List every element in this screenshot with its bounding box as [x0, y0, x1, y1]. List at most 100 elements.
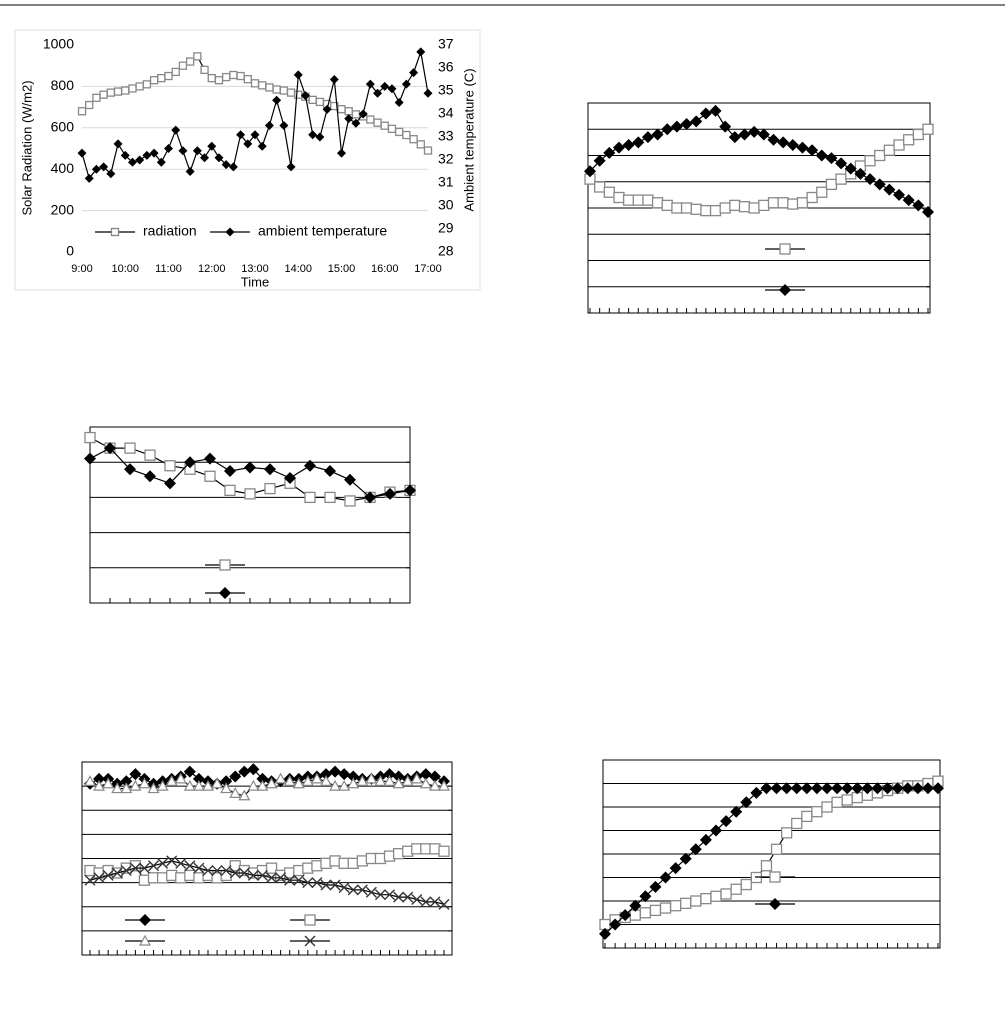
- plot-frame: [89, 426, 411, 604]
- marker-x: [338, 881, 350, 893]
- marker-triangle: [274, 772, 287, 784]
- marker-triangle: [301, 775, 314, 786]
- marker-square: [806, 191, 818, 204]
- y-axis-label: Solar Radiation (W/m2): [19, 80, 34, 215]
- marker-square: [193, 52, 202, 61]
- marker-diamond: [779, 284, 791, 296]
- marker-square: [416, 140, 425, 149]
- marker-diamond: [315, 132, 325, 142]
- marker-diamond: [392, 770, 405, 783]
- marker-x: [275, 872, 287, 884]
- marker-square: [207, 73, 216, 83]
- marker-diamond: [750, 786, 763, 799]
- marker-square: [222, 72, 231, 82]
- marker-triangle: [265, 777, 278, 789]
- marker-diamond: [921, 782, 934, 795]
- marker-square: [214, 76, 224, 85]
- marker-square: [709, 204, 722, 217]
- marker-diamond: [243, 139, 253, 149]
- marker-square: [767, 197, 780, 209]
- marker-square: [124, 442, 136, 454]
- marker-square: [200, 65, 209, 74]
- marker-square: [219, 559, 231, 571]
- marker-diamond: [219, 587, 231, 599]
- marker-diamond: [178, 146, 188, 156]
- marker-diamond: [144, 470, 156, 483]
- legend-label: radiation: [143, 223, 197, 239]
- marker-triangle: [419, 777, 432, 789]
- y2-tick-label: 34: [438, 105, 454, 121]
- marker-triangle: [192, 779, 205, 791]
- x-tick-label: 15:00: [328, 263, 356, 275]
- marker-square: [272, 85, 281, 94]
- marker-square: [690, 203, 702, 215]
- marker-diamond: [901, 782, 914, 795]
- marker-diamond: [883, 183, 896, 196]
- marker-triangle: [147, 782, 160, 794]
- marker-diamond: [183, 765, 196, 778]
- marker-triangle: [392, 777, 405, 789]
- marker-diamond: [864, 173, 877, 186]
- marker-square: [816, 186, 828, 198]
- x-tick-label: 9:00: [71, 263, 92, 275]
- marker-square: [236, 71, 245, 81]
- marker-diamond: [224, 465, 236, 477]
- marker-square: [825, 178, 838, 191]
- marker-diamond: [185, 167, 195, 176]
- marker-square: [796, 197, 809, 209]
- marker-square: [690, 895, 702, 907]
- marker-diamond: [835, 157, 848, 170]
- y-tick-label: 0: [66, 243, 74, 259]
- marker-square: [244, 488, 256, 500]
- marker-diamond: [220, 775, 233, 788]
- marker-diamond: [192, 772, 205, 785]
- marker-diamond: [777, 136, 790, 149]
- marker-diamond: [881, 782, 894, 795]
- y2-tick-label: 36: [438, 59, 454, 75]
- marker-diamond: [164, 144, 173, 153]
- marker-square: [135, 82, 144, 91]
- marker-square: [740, 878, 752, 891]
- marker-square: [835, 173, 847, 185]
- marker-diamond: [284, 472, 296, 485]
- marker-diamond: [358, 109, 368, 119]
- marker-diamond: [641, 131, 654, 144]
- marker-x: [202, 865, 214, 877]
- marker-square: [791, 817, 803, 830]
- marker-diamond: [786, 139, 799, 151]
- marker-x: [175, 857, 187, 869]
- marker-x: [193, 862, 205, 874]
- marker-x: [356, 884, 368, 896]
- marker-triangle: [211, 777, 224, 789]
- marker-x: [284, 874, 296, 886]
- marker-triangle: [174, 772, 187, 784]
- y-tick-label: 600: [51, 119, 75, 135]
- marker-square: [387, 124, 397, 133]
- marker-x: [111, 867, 123, 879]
- marker-triangle: [102, 777, 115, 789]
- marker-triangle: [365, 772, 378, 784]
- marker-diamond: [629, 899, 642, 912]
- marker-square: [344, 107, 353, 116]
- marker-x: [266, 872, 278, 884]
- marker-square: [157, 73, 166, 83]
- marker-diamond: [344, 473, 356, 486]
- marker-x: [229, 867, 241, 879]
- marker-diamond: [221, 160, 231, 170]
- marker-square: [622, 194, 635, 206]
- marker-diamond: [622, 139, 635, 151]
- series-line: [89, 860, 445, 905]
- marker-x: [256, 869, 268, 881]
- marker-diamond: [192, 146, 202, 156]
- marker-triangle: [247, 779, 260, 791]
- marker-square: [110, 227, 120, 237]
- marker-diamond: [156, 157, 166, 167]
- marker-square: [294, 90, 303, 99]
- marker-diamond: [720, 815, 733, 828]
- marker-diamond: [351, 118, 361, 128]
- marker-square: [84, 431, 96, 444]
- legend-label: ambient temperature: [258, 223, 387, 239]
- marker-diamond: [661, 123, 674, 136]
- marker-square: [639, 907, 652, 919]
- marker-diamond: [815, 149, 828, 162]
